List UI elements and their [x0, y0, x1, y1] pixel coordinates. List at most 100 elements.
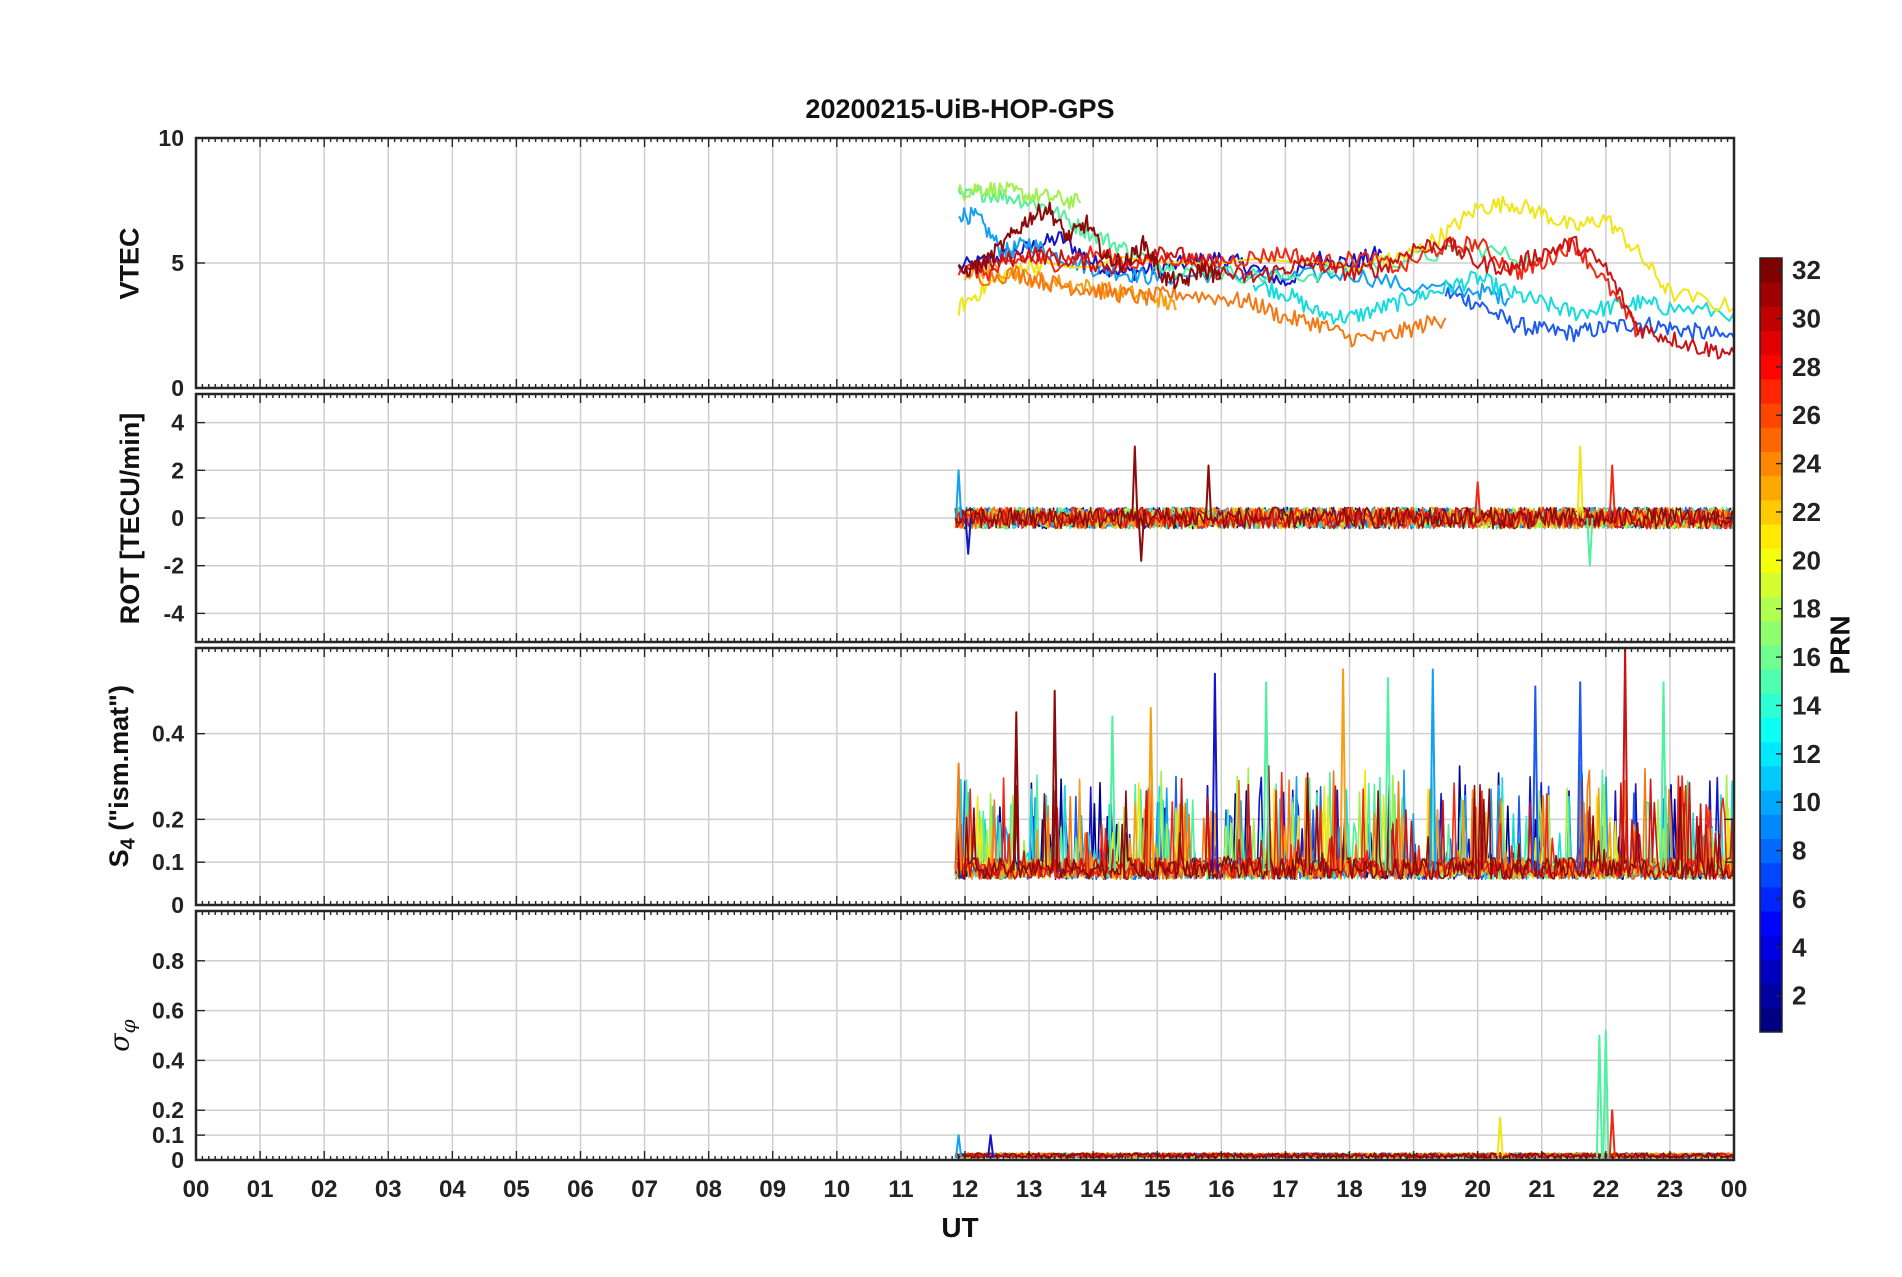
series-line-prn-6 — [1444, 287, 1734, 343]
y-tick-label: -2 — [164, 553, 184, 579]
colorbar-tick-label: 32 — [1792, 255, 1821, 285]
y-tick-label: 10 — [158, 125, 184, 151]
s4-label-sub: 4 — [117, 838, 140, 850]
x-tick-label: 10 — [823, 1176, 850, 1203]
y-tick-label: 0.8 — [152, 948, 184, 974]
peak-spike — [1576, 445, 1584, 519]
colorbar-band — [1760, 717, 1782, 743]
peak-spike — [1602, 1029, 1610, 1158]
colorbar-tick-label: 24 — [1792, 449, 1821, 479]
colorbar-band — [1760, 524, 1782, 549]
x-tick-label: 09 — [759, 1176, 786, 1203]
x-tick-label: 21 — [1528, 1176, 1555, 1203]
colorbar-band — [1760, 911, 1782, 936]
x-tick-label: 03 — [375, 1176, 402, 1203]
peak-spike — [1211, 672, 1219, 871]
s4-label-rest: ("ism.mat") — [103, 685, 134, 839]
y-tick-label: 5 — [171, 250, 184, 276]
colorbar-tick-label: 18 — [1792, 594, 1821, 624]
series-line-prn-24 — [976, 265, 1447, 348]
peak-spike — [1576, 681, 1584, 871]
peak-spike — [1205, 464, 1213, 519]
sigma-label-main: σ — [104, 1032, 136, 1052]
colorbar-band — [1760, 983, 1782, 1009]
x-tick-label: 14 — [1080, 1176, 1107, 1203]
colorbar-band — [1760, 741, 1782, 767]
y-tick-label: 0 — [171, 505, 184, 531]
peak-spike — [1137, 517, 1145, 562]
colorbar-band — [1760, 330, 1782, 356]
colorbar-tick-label: 6 — [1792, 884, 1806, 914]
y-tick-label: 0.4 — [152, 1047, 184, 1073]
colorbar-band — [1760, 403, 1782, 428]
peak-spike — [987, 1134, 995, 1158]
x-tick-label: 23 — [1657, 1176, 1684, 1203]
x-tick-label: 02 — [311, 1176, 338, 1203]
y-tick-label: 0 — [171, 892, 184, 918]
colorbar-band — [1760, 378, 1782, 404]
x-tick-label: 00 — [1721, 1176, 1748, 1203]
colorbar-tick-label: 16 — [1792, 642, 1821, 672]
y-tick-label: 0.1 — [152, 849, 184, 875]
y-axis-label-sigma-phi: σφ — [105, 1019, 140, 1051]
colorbar-tick-label: 14 — [1792, 690, 1821, 720]
y-axis-label-s4: S4 ("ism.mat") — [104, 685, 140, 867]
colorbar-tick-label: 4 — [1792, 932, 1807, 962]
panel-3-data — [954, 648, 1734, 881]
peak-spike — [1384, 677, 1392, 871]
colorbar-band — [1760, 959, 1782, 985]
y-axis-label-rot: ROT [TECU/min] — [114, 412, 145, 624]
colorbar-band — [1760, 572, 1782, 598]
series-line-prn-30 — [964, 235, 1734, 360]
peak-spike — [955, 469, 963, 519]
x-tick-label: 20 — [1464, 1176, 1491, 1203]
series-line-prn-22 — [964, 259, 1178, 311]
y-tick-label: -4 — [164, 600, 185, 626]
peak-spike — [1108, 715, 1116, 871]
colorbar-band — [1760, 645, 1782, 670]
y-tick-label: 0.2 — [152, 1097, 184, 1123]
s4-label-main: S — [103, 849, 134, 868]
peak-spike — [1262, 681, 1270, 871]
x-tick-label: 18 — [1336, 1176, 1363, 1203]
colorbar-tick-label: 8 — [1792, 836, 1806, 866]
peak-spike — [1147, 707, 1155, 871]
x-tick-label: 05 — [503, 1176, 530, 1203]
sigma-label-sub: φ — [115, 1018, 140, 1033]
series-line-prn-20 — [957, 195, 1734, 316]
colorbar-band — [1760, 814, 1782, 839]
panel-2-data — [954, 445, 1734, 567]
colorbar-band — [1760, 935, 1782, 960]
panel-1-data — [957, 181, 1734, 360]
chart-title: 20200215-UiB-HOP-GPS — [805, 94, 1115, 124]
series-line-prn-18 — [957, 181, 1082, 210]
colorbar-band — [1760, 838, 1782, 864]
series-line-prn-12 — [1252, 270, 1734, 325]
peak-spike — [1586, 517, 1594, 567]
noise-trace — [954, 506, 1734, 530]
peak-spike — [1474, 481, 1482, 519]
peak-spike — [1608, 464, 1616, 519]
peak-spike — [1595, 1034, 1603, 1158]
colorbar-band — [1760, 548, 1782, 573]
colorbar-tick-label: 26 — [1792, 400, 1821, 430]
series-line-prn-32 — [957, 201, 1222, 290]
colorbar-tick-label: 12 — [1792, 739, 1821, 769]
colorbar-band — [1760, 862, 1782, 888]
peak-spike — [955, 762, 963, 871]
peak-spike — [1531, 685, 1539, 871]
x-tick-label: 22 — [1592, 1176, 1619, 1203]
x-tick-label: 04 — [439, 1176, 466, 1203]
colorbar-label: PRN — [1824, 615, 1856, 675]
colorbar-band — [1760, 669, 1782, 694]
y-tick-label: 2 — [171, 457, 184, 483]
x-tick-label: 06 — [567, 1176, 594, 1203]
peak-spike — [955, 1134, 963, 1158]
colorbar-tick-label: 28 — [1792, 352, 1821, 382]
peak-spike — [1339, 668, 1347, 871]
x-tick-label: 16 — [1208, 1176, 1235, 1203]
y-tick-label: 0 — [171, 375, 184, 401]
x-tick-label: 01 — [247, 1176, 274, 1203]
colorbar-tick-label: 20 — [1792, 545, 1821, 575]
peak-spike — [1429, 668, 1437, 871]
